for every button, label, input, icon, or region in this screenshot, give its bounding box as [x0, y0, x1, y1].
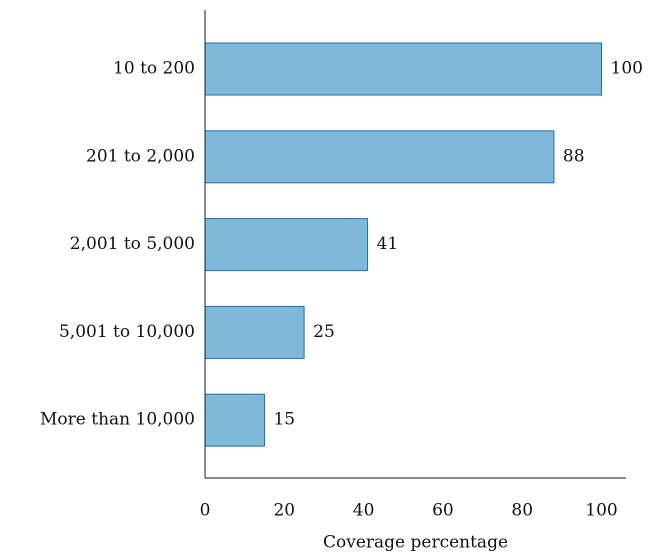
category-label: 5,001 to 10,000: [59, 322, 195, 342]
bar: [204, 305, 305, 359]
x-tick-label: 60: [432, 501, 454, 521]
x-tick-label: 80: [511, 501, 533, 521]
x-tick-label: 100: [585, 501, 617, 521]
bars-group: [204, 42, 602, 447]
value-labels: 100 88 41 25 15: [273, 59, 642, 430]
category-label: 10 to 200: [113, 59, 195, 79]
x-tick-label: 20: [273, 501, 295, 521]
data-label: 41: [377, 234, 399, 254]
x-tick-labels: 0 20 40 60 80 100: [200, 501, 618, 521]
category-label: More than 10,000: [40, 410, 195, 430]
bar: [204, 130, 555, 184]
category-label: 201 to 2,000: [86, 146, 195, 166]
category-label: 2,001 to 5,000: [70, 234, 195, 254]
x-tick-label: 0: [200, 501, 211, 521]
bar: [204, 218, 369, 272]
data-label: 15: [273, 410, 295, 430]
data-label: 88: [563, 146, 585, 166]
bar: [204, 393, 265, 447]
category-labels: 10 to 200 201 to 2,000 2,001 to 5,000 5,001…: [40, 59, 195, 430]
data-label: 100: [611, 59, 643, 79]
x-axis-title: Coverage percentage: [323, 533, 508, 552]
bar: [204, 42, 602, 96]
data-label: 25: [313, 322, 335, 342]
x-tick-label: 40: [353, 501, 375, 521]
